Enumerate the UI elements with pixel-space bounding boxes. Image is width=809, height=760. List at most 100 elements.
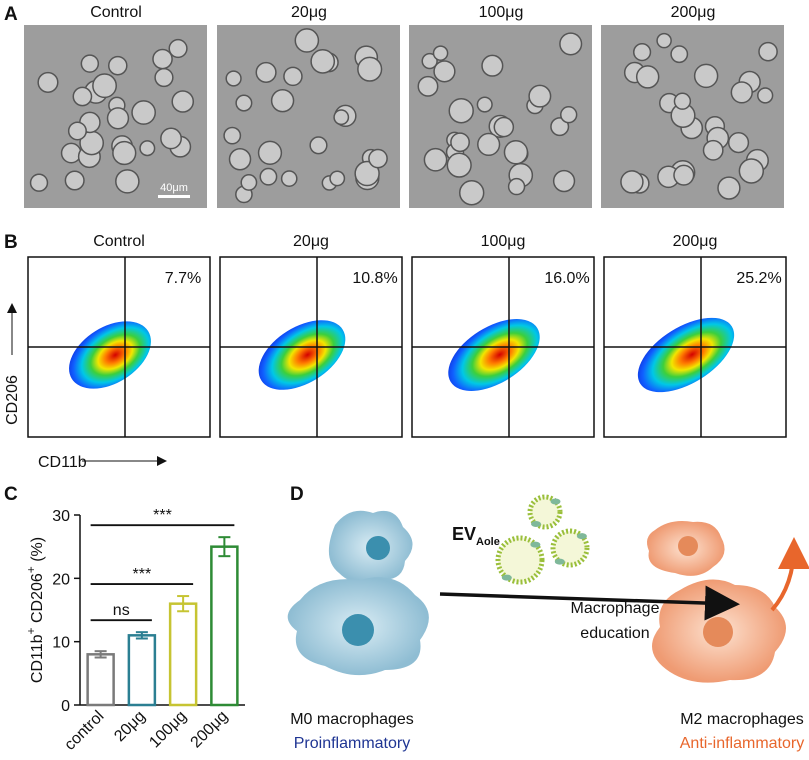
cell (693, 63, 719, 89)
ev-label: EVAole (452, 524, 500, 548)
cell (673, 92, 692, 110)
cell (503, 139, 529, 165)
cell (168, 38, 188, 59)
cell (673, 164, 695, 186)
plot-title: 20μg (293, 233, 329, 250)
nucleus (342, 614, 374, 646)
panel-label: C (4, 484, 18, 505)
cell (458, 180, 485, 206)
m2-label: M2 macrophages (680, 711, 804, 728)
y-tick-label: 0 (61, 698, 70, 715)
vesicle (527, 494, 563, 530)
cell (72, 86, 93, 107)
cell (223, 126, 242, 145)
nucleus (366, 536, 390, 560)
cell (309, 136, 328, 155)
cell (738, 158, 765, 184)
cell (717, 176, 741, 200)
cell (240, 174, 258, 191)
cell (112, 140, 137, 166)
panel-label: D (290, 484, 304, 505)
cell (757, 87, 774, 104)
density (448, 319, 540, 391)
cell (550, 117, 570, 137)
cell (446, 152, 472, 178)
cell (257, 140, 283, 165)
panel-label: A (4, 4, 18, 25)
image-title: 20μg (291, 4, 327, 21)
significance-label: *** (133, 566, 152, 583)
quadrant-percent: 10.8% (352, 270, 397, 287)
cell (92, 73, 117, 99)
cell (37, 71, 59, 93)
bar (86, 653, 115, 707)
cell (255, 61, 277, 83)
cell (423, 147, 448, 172)
y-axis-label: CD206 (4, 375, 21, 425)
cell (235, 94, 253, 112)
cell (139, 140, 156, 157)
cell (421, 52, 438, 70)
cell (552, 169, 576, 193)
significance-label: ns (113, 602, 130, 619)
macrophage-diagram (287, 494, 809, 683)
cell (171, 90, 195, 113)
vesicle (495, 535, 545, 585)
scale-bar-label: 40μm (160, 182, 188, 194)
y-tick-label: 20 (52, 571, 70, 588)
quadrant-percent: 7.7% (165, 270, 201, 287)
plot-title: 100μg (481, 233, 526, 250)
cell (448, 98, 474, 124)
image-title: Control (90, 4, 142, 21)
cell (476, 96, 493, 113)
cell (417, 75, 439, 97)
cell (635, 65, 660, 89)
bar (168, 602, 198, 707)
cell (131, 100, 157, 125)
cell (106, 107, 130, 130)
cell (259, 167, 278, 186)
arrow-text: education (580, 625, 649, 642)
cell (80, 54, 100, 73)
y-label-part: (%) (29, 537, 46, 566)
cell (270, 88, 295, 113)
cell (64, 170, 85, 191)
scale-bar (158, 195, 190, 198)
plot-title: Control (93, 233, 145, 250)
x-tick-label: 20μg (111, 708, 148, 745)
m0-label: M0 macrophages (290, 711, 414, 728)
y-axis-label: CD11b+ CD206+ (%) (24, 537, 46, 683)
x-tick-label: 200μg (187, 708, 231, 752)
cell (333, 109, 350, 126)
x-axis-label: CD11b (38, 454, 87, 471)
cell (481, 54, 504, 77)
quadrant-percent: 25.2% (736, 270, 781, 287)
cell (656, 32, 672, 49)
vesicle-protein (550, 498, 561, 505)
y-label-part: + (24, 627, 38, 634)
cell (702, 139, 724, 161)
cell (107, 55, 128, 76)
cell (357, 56, 383, 82)
cell (560, 106, 578, 124)
cell (283, 66, 303, 87)
y-label-part: CD11b (29, 634, 46, 683)
y-label-part: + (24, 566, 38, 573)
y-tick-label: 30 (52, 508, 70, 525)
vesicle-protein (530, 541, 541, 548)
cell (620, 170, 644, 194)
nucleus (678, 536, 698, 556)
significance-label: *** (153, 507, 172, 524)
ev-text: EV (452, 524, 476, 544)
cell (354, 160, 380, 187)
cell (670, 45, 689, 64)
cell (60, 142, 82, 164)
image-title: 100μg (479, 4, 524, 21)
cell (225, 70, 242, 87)
y-tick-label: 10 (52, 635, 70, 652)
cell (758, 41, 778, 62)
vesicle-protein (554, 558, 565, 565)
cell (310, 48, 336, 74)
vesicle-protein (501, 574, 512, 581)
